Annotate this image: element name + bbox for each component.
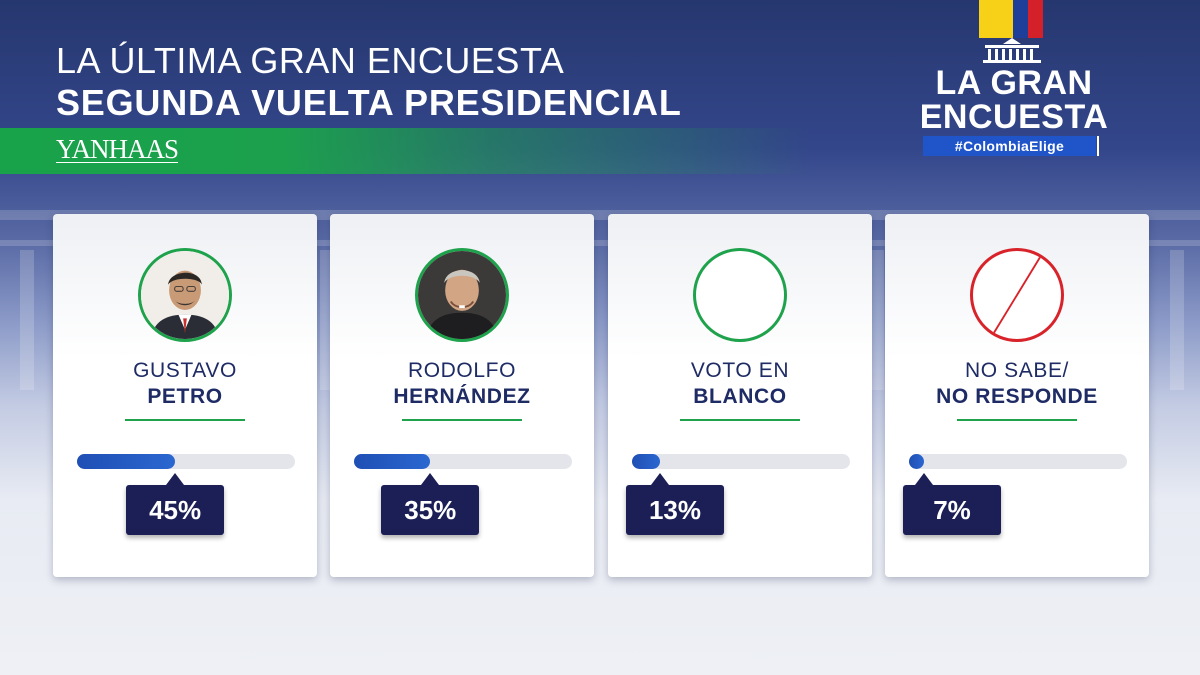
colombia-flag-icon <box>979 0 1043 38</box>
progress-fill-no-answer <box>909 454 925 469</box>
first-name: GUSTAVO <box>133 359 237 382</box>
first-name: NO SABE/ <box>965 359 1069 382</box>
option-name-blank-vote: VOTO EN BLANCO <box>608 358 872 410</box>
last-name: PETRO <box>147 385 223 408</box>
name-divider <box>957 419 1077 421</box>
percent-badge-petro: 45% <box>126 473 225 535</box>
name-divider <box>402 419 522 421</box>
name-divider <box>680 419 800 421</box>
page-title: LA ÚLTIMA GRAN ENCUESTA SEGUNDA VUELTA P… <box>56 40 682 124</box>
option-name-no-answer: NO SABE/ NO RESPONDE <box>885 358 1149 410</box>
crossed-circle-icon <box>970 248 1064 342</box>
first-name: VOTO EN <box>690 359 790 382</box>
percent-badge-blank-vote: 13% <box>626 473 724 535</box>
candidate-photo-petro <box>138 248 232 342</box>
result-card-hernandez: RODOLFO HERNÁNDEZ 35% <box>330 214 594 577</box>
progress-track <box>354 454 572 469</box>
candidate-name-petro: GUSTAVO PETRO <box>53 358 317 410</box>
progress-track <box>909 454 1127 469</box>
progress-fill-hernandez <box>354 454 431 469</box>
brand-title-line-2: ENCUESTA <box>919 98 1109 136</box>
blank-circle-icon <box>693 248 787 342</box>
progress-fill-petro <box>77 454 176 469</box>
last-name: NO RESPONDE <box>936 385 1098 408</box>
name-divider <box>125 419 245 421</box>
brand-title: LA GRAN ENCUESTA <box>908 66 1120 134</box>
percent-badge-no-answer: 7% <box>903 473 1001 535</box>
result-card-petro: GUSTAVO PETRO 45% <box>53 214 317 577</box>
progress-fill-blank-vote <box>632 454 661 469</box>
capitol-building-icon <box>983 38 1041 63</box>
hashtag-badge: #ColombiaElige <box>923 136 1096 156</box>
progress-track <box>77 454 295 469</box>
candidate-photo-hernandez <box>415 248 509 342</box>
hashtag-divider <box>1097 136 1099 156</box>
result-card-no-answer: NO SABE/ NO RESPONDE 7% <box>885 214 1149 577</box>
brand-title-line-1: LA GRAN <box>935 64 1093 102</box>
title-line-2: SEGUNDA VUELTA PRESIDENCIAL <box>56 82 682 123</box>
percent-badge-hernandez: 35% <box>381 473 480 535</box>
progress-track <box>632 454 850 469</box>
last-name: BLANCO <box>693 385 787 408</box>
last-name: HERNÁNDEZ <box>393 385 531 408</box>
pollster-bar <box>0 128 810 174</box>
candidate-name-hernandez: RODOLFO HERNÁNDEZ <box>330 358 594 410</box>
pollster-logo: YANHAAS <box>56 134 179 164</box>
result-card-blank-vote: VOTO EN BLANCO 13% <box>608 214 872 577</box>
first-name: RODOLFO <box>407 359 517 382</box>
title-line-1: LA ÚLTIMA GRAN ENCUESTA <box>56 40 565 81</box>
